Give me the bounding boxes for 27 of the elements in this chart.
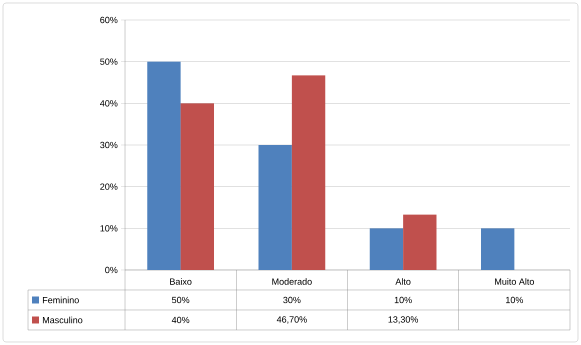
data-label: 10% xyxy=(394,296,412,304)
data-label: 30% xyxy=(283,296,301,304)
x-tick-label: Alto xyxy=(395,278,410,285)
legend-label: Feminino xyxy=(42,296,79,304)
data-label: 40% xyxy=(172,316,190,324)
data-label: 46,70% xyxy=(276,316,307,324)
data-label: 10% xyxy=(506,296,524,304)
y-tick-label: 60% xyxy=(100,16,118,24)
y-tick-label: 20% xyxy=(100,183,118,190)
data-label: 50% xyxy=(172,296,190,304)
bar xyxy=(180,103,214,270)
x-tick-label: Moderado xyxy=(272,278,312,285)
bar xyxy=(258,144,292,270)
data-label: 13,30% xyxy=(388,316,418,324)
legend-label: Masculino xyxy=(42,316,82,324)
y-tick-label: 50% xyxy=(100,58,118,65)
y-tick-label: 0% xyxy=(105,266,118,274)
bar xyxy=(370,228,404,270)
y-tick-label: 30% xyxy=(100,142,118,148)
x-tick-label: Baixo xyxy=(170,278,192,285)
bar xyxy=(480,228,514,270)
bar xyxy=(403,214,436,270)
bar xyxy=(147,62,181,270)
y-tick-label: 10% xyxy=(100,225,118,232)
bar xyxy=(292,75,326,270)
x-tick-label: Muito Alto xyxy=(495,278,534,285)
y-tick-label: 40% xyxy=(100,100,118,107)
